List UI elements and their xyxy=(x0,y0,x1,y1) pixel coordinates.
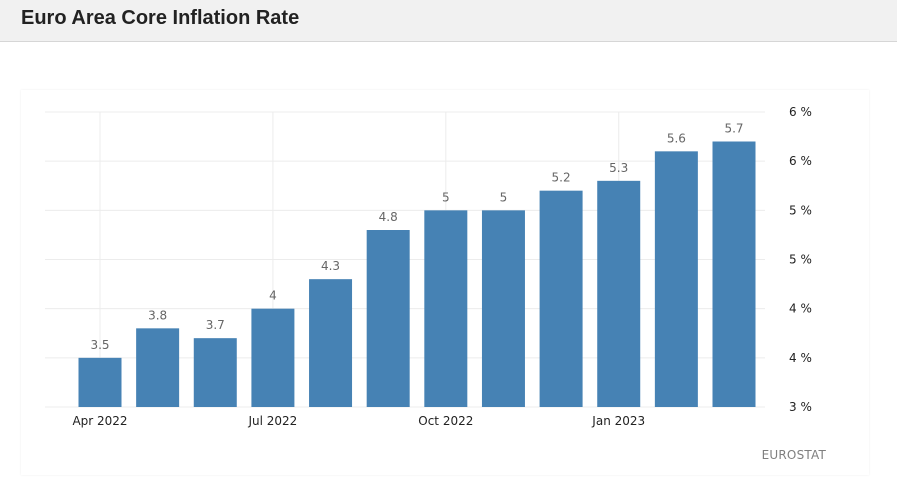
bar xyxy=(539,190,583,407)
bar-value-label: 3.5 xyxy=(90,338,109,352)
bar-value-label: 3.7 xyxy=(206,318,225,332)
bar-value-label: 5.7 xyxy=(724,122,743,136)
x-tick-label: Oct 2022 xyxy=(418,414,473,428)
bar xyxy=(654,151,698,407)
y-tick-label: 5 % xyxy=(789,203,812,217)
y-tick-label: 5 % xyxy=(789,253,812,267)
y-tick-label: 4 % xyxy=(789,351,812,365)
bar xyxy=(481,210,525,407)
bar xyxy=(78,357,122,407)
bar-value-label: 5.2 xyxy=(552,171,571,185)
bar-value-label: 4.3 xyxy=(321,259,340,273)
y-tick-label: 4 % xyxy=(789,302,812,316)
bar-value-label: 5.3 xyxy=(609,161,628,175)
bar-value-label: 5 xyxy=(500,190,508,204)
x-tick-label: Apr 2022 xyxy=(72,414,127,428)
bar xyxy=(597,180,641,407)
page-header: Euro Area Core Inflation Rate xyxy=(0,0,897,42)
bar-value-label: 5 xyxy=(442,190,450,204)
bar-value-label: 5.6 xyxy=(667,131,686,145)
chart-panel: 3.5 3.8 3.7 4 4.3 4.8 5 5 5.2 5.3 5.6 5.7 Apr 2022 Ju… xyxy=(21,90,869,475)
bar xyxy=(366,230,410,407)
bar-chart: 3.5 3.8 3.7 4 4.3 4.8 5 5 5.2 5.3 5.6 5.7 Apr 2022 Ju… xyxy=(45,105,812,428)
y-tick-label: 6 % xyxy=(789,154,812,168)
bar xyxy=(712,141,756,407)
bar-value-label: 4.8 xyxy=(379,210,398,224)
bar-value-label: 4 xyxy=(269,289,277,303)
bar xyxy=(309,279,353,407)
y-tick-label: 3 % xyxy=(789,400,812,414)
bar xyxy=(193,338,237,407)
x-tick-label: Jul 2022 xyxy=(247,414,297,428)
page-title: Euro Area Core Inflation Rate xyxy=(21,7,300,29)
bar xyxy=(251,308,295,407)
bar xyxy=(136,328,180,407)
bar-value-label: 3.8 xyxy=(148,308,167,322)
x-tick-label: Jan 2023 xyxy=(591,414,645,428)
bar xyxy=(424,210,468,407)
source-label: EUROSTAT xyxy=(761,448,826,462)
y-tick-label: 6 % xyxy=(789,105,812,119)
